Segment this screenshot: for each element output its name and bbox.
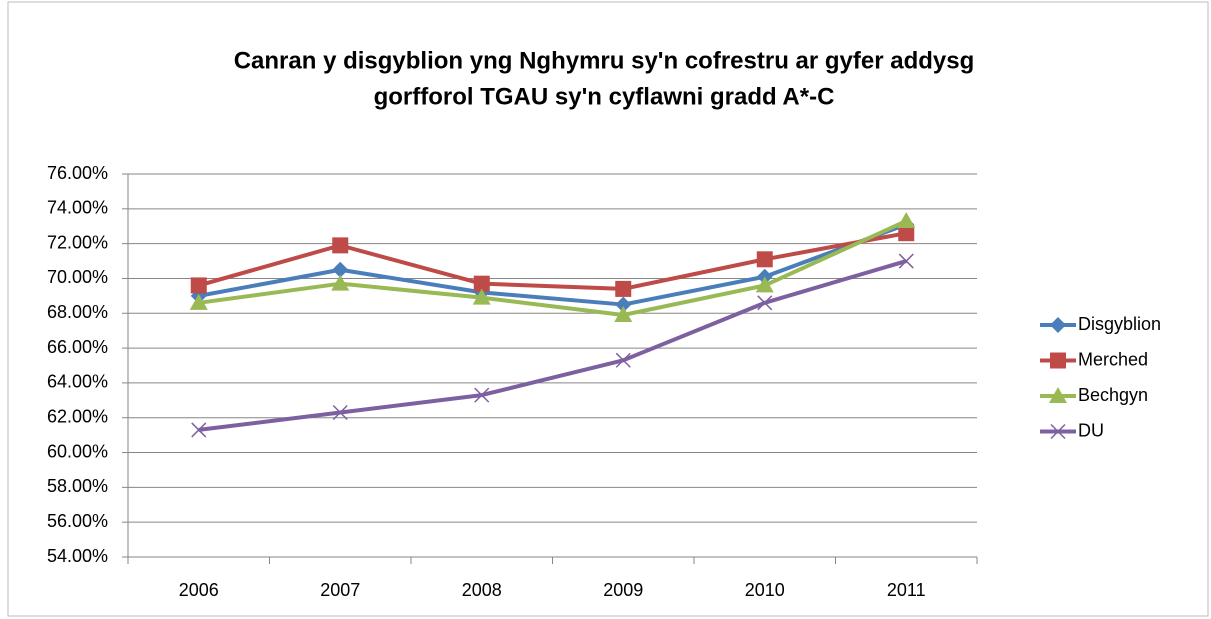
x-tick-label: 2006 bbox=[179, 580, 219, 600]
y-tick-label: 70.00% bbox=[47, 267, 108, 287]
legend-label: Merched bbox=[1078, 349, 1148, 369]
legend-marker bbox=[1050, 423, 1066, 440]
marker bbox=[615, 280, 632, 297]
marker bbox=[897, 212, 916, 229]
marker bbox=[615, 352, 631, 368]
marker bbox=[615, 296, 632, 313]
legend-marker bbox=[1050, 352, 1066, 369]
marker bbox=[473, 275, 490, 292]
marker bbox=[332, 261, 349, 278]
y-tick-label: 56.00% bbox=[47, 511, 108, 531]
chart-title: Canran y disgyblion yng Nghymru sy'n cof… bbox=[234, 47, 975, 74]
marker bbox=[474, 387, 490, 403]
y-tick-label: 74.00% bbox=[47, 198, 108, 218]
marker bbox=[472, 288, 491, 305]
marker bbox=[898, 225, 915, 242]
marker bbox=[332, 237, 349, 254]
x-tick-label: 2010 bbox=[745, 580, 785, 600]
y-tick-label: 66.00% bbox=[47, 337, 108, 357]
marker bbox=[898, 253, 914, 269]
y-tick-label: 60.00% bbox=[47, 441, 108, 461]
y-tick-label: 58.00% bbox=[47, 476, 108, 496]
x-tick-label: 2008 bbox=[462, 580, 502, 600]
y-tick-label: 72.00% bbox=[47, 232, 108, 252]
x-tick-label: 2011 bbox=[887, 580, 926, 600]
marker bbox=[332, 404, 348, 421]
legend-marker bbox=[1050, 317, 1066, 333]
y-tick-label: 62.00% bbox=[47, 406, 108, 426]
x-tick-label: 2009 bbox=[603, 580, 643, 600]
legend-label: Bechgyn bbox=[1078, 385, 1148, 405]
y-tick-label: 68.00% bbox=[47, 302, 108, 322]
series-line bbox=[198, 222, 907, 307]
series-line bbox=[198, 219, 908, 318]
series-line bbox=[198, 231, 907, 291]
y-tick-label: 76.00% bbox=[47, 163, 108, 183]
legend-label: Disgyblion bbox=[1078, 314, 1161, 334]
chart-border bbox=[7, 1, 1209, 617]
series-line bbox=[198, 259, 907, 432]
marker bbox=[331, 274, 350, 291]
marker bbox=[756, 251, 773, 268]
chart-title: gorfforol TGAU sy'n cyflawni gradd A*-C bbox=[374, 83, 835, 110]
marker bbox=[757, 295, 773, 311]
marker bbox=[190, 277, 207, 294]
legend-marker bbox=[1049, 387, 1067, 403]
y-tick-label: 64.00% bbox=[47, 372, 108, 392]
y-tick-label: 54.00% bbox=[47, 546, 108, 566]
marker bbox=[755, 276, 774, 293]
legend-label: DU bbox=[1078, 420, 1104, 440]
marker bbox=[614, 306, 633, 323]
marker bbox=[191, 422, 207, 438]
marker bbox=[189, 293, 208, 310]
x-tick-label: 2007 bbox=[320, 580, 360, 600]
